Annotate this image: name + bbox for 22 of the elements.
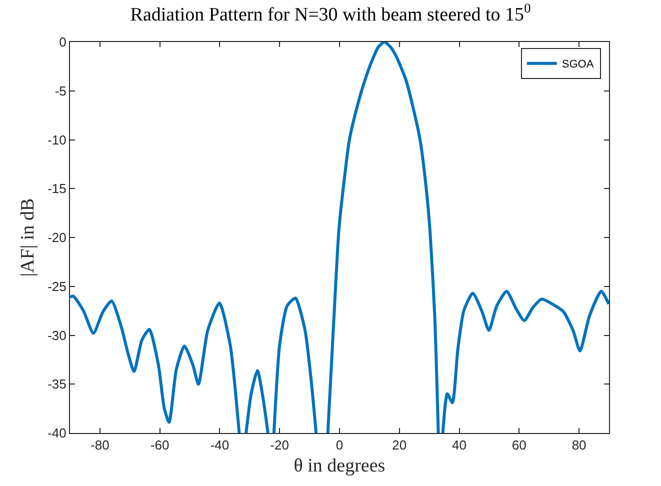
x-tick-label: -60 — [150, 438, 170, 453]
x-tick-label: -40 — [210, 438, 230, 453]
y-tick-label: -30 — [48, 328, 66, 343]
x-tick-label: 60 — [512, 438, 526, 453]
y-tick-label: -10 — [48, 132, 66, 148]
y-tick-label: -35 — [48, 376, 66, 392]
x-tick-label: 40 — [452, 438, 467, 453]
y-tick-label: -20 — [48, 230, 66, 246]
x-axis-title: θ in degrees — [294, 455, 386, 476]
x-tick-label: 20 — [392, 438, 407, 453]
chart-title: Radiation Pattern for N=30 with beam steered to 15$^{0}$ — [130, 0, 532, 26]
x-tick-label: 80 — [572, 438, 586, 453]
y-tick-label: 0 — [59, 34, 66, 50]
y-tick-label: -40 — [48, 426, 66, 441]
y-axis-title: |AF| in dB — [17, 198, 38, 277]
y-tick-label: -25 — [48, 278, 66, 294]
x-tick-label: 0 — [336, 438, 344, 453]
x-tick-label: -80 — [90, 438, 110, 453]
x-tick-label: -20 — [270, 438, 290, 453]
y-tick-label: -15 — [48, 181, 66, 196]
y-tick-label: -5 — [54, 83, 66, 98]
legend-label: SGOA — [562, 58, 594, 71]
